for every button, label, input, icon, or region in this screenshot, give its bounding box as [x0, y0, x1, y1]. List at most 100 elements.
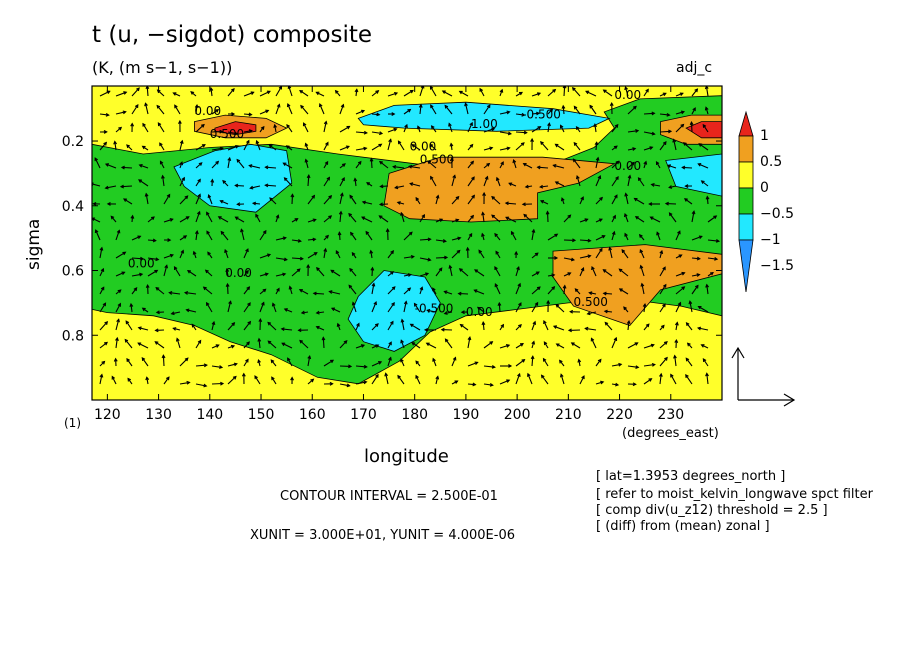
- vector-arrow: [415, 196, 421, 205]
- colorbar-swatch: [738, 213, 754, 241]
- vector-arrow: [168, 290, 181, 295]
- vector-arrow: [351, 301, 357, 313]
- vector-arrow: [323, 381, 334, 386]
- vector-arrow: [649, 216, 661, 223]
- vector-arrow: [307, 252, 318, 259]
- vector-arrow: [426, 308, 437, 313]
- vector-arrow: [113, 357, 118, 367]
- vector-arrow: [195, 210, 201, 223]
- contour-region-3: [347, 270, 441, 352]
- vector-arrow: [458, 90, 469, 97]
- vector-arrow: [523, 213, 533, 223]
- vector-arrow: [160, 174, 165, 187]
- vector-arrow: [483, 175, 489, 187]
- vector-arrow: [355, 322, 360, 331]
- colorbar-label: 0: [760, 180, 769, 196]
- vector-arrow: [137, 326, 149, 331]
- vector-arrow: [595, 380, 605, 385]
- vector-arrow: [451, 236, 462, 241]
- vector-arrow: [524, 184, 533, 189]
- vector-arrow: [449, 157, 454, 169]
- vector-arrow: [531, 252, 539, 259]
- vector-arrow: [92, 202, 101, 206]
- vector-arrow: [419, 86, 425, 97]
- vector-arrow: [540, 141, 549, 151]
- note-filter: [ refer to moist_kelvin_longwave spct fi…: [596, 487, 873, 502]
- vector-arrow: [378, 215, 389, 223]
- vector-arrow: [530, 137, 534, 151]
- vector-arrow: [432, 287, 437, 295]
- vector-arrow: [387, 271, 395, 277]
- vector-arrow: [444, 104, 453, 115]
- vector-arrow: [707, 256, 719, 261]
- vector-arrow: [435, 267, 443, 277]
- vector-arrow: [219, 199, 229, 205]
- vector-arrow: [243, 248, 249, 259]
- vector-arrow: [106, 202, 117, 206]
- vector-arrow: [271, 302, 277, 313]
- vector-arrow: [457, 291, 469, 296]
- vector-arrow: [642, 302, 647, 313]
- vector-arrow: [115, 336, 119, 349]
- vector-arrow: [179, 235, 188, 241]
- vector-arrow: [131, 287, 138, 295]
- vector-arrow: [467, 232, 473, 241]
- vector-arrow: [227, 322, 236, 331]
- vector-arrow: [130, 214, 135, 223]
- vector-arrow: [575, 174, 581, 187]
- vector-arrow: [291, 268, 301, 277]
- vector-arrow: [99, 112, 110, 117]
- x-axis: 120 130 140 150 160 170 180 190 200 210 220 230: [94, 86, 684, 423]
- contour-interval: CONTOUR INTERVAL = 2.500E-01: [280, 489, 498, 504]
- vector-arrow: [202, 286, 213, 295]
- vector-arrow: [275, 272, 287, 277]
- vector-arrow: [573, 105, 581, 115]
- vector-arrow: [618, 288, 629, 295]
- colorbar-label: 1: [760, 128, 769, 144]
- vector-arrow: [482, 191, 486, 205]
- vector-arrow: [595, 174, 602, 187]
- vector-units: XUNIT = 3.000E+01, YUNIT = 4.000E-06: [250, 528, 515, 543]
- vector-arrow: [419, 257, 432, 262]
- vector-arrow: [675, 301, 682, 313]
- vector-arrow: [243, 302, 251, 313]
- vector-arrow: [387, 250, 395, 259]
- vector-arrow: [515, 265, 520, 277]
- vector-arrow: [334, 89, 341, 97]
- vector-arrow: [307, 354, 312, 367]
- vector-arrow: [183, 290, 197, 295]
- vector-arrow: [211, 146, 224, 151]
- vector-arrow: [499, 131, 513, 136]
- vector-arrow: [577, 358, 582, 367]
- vector-arrow: [371, 344, 380, 349]
- vector-arrow: [264, 165, 277, 170]
- vector-arrow: [185, 308, 197, 313]
- vector-arrow: [589, 104, 597, 115]
- vector-arrow: [563, 257, 576, 262]
- vector-arrow: [451, 218, 460, 223]
- vector-arrow: [467, 160, 475, 169]
- vector-arrow: [685, 357, 693, 367]
- vector-arrow: [639, 248, 645, 259]
- vector-arrow: [257, 337, 262, 349]
- vector-arrow: [282, 162, 293, 169]
- vector-arrow: [285, 145, 293, 151]
- vector-arrow: [125, 320, 133, 331]
- vector-arrow: [403, 273, 412, 277]
- vector-arrow: [142, 122, 149, 133]
- vector-arrow: [369, 157, 374, 169]
- vector-arrow: [275, 103, 281, 115]
- vector-arrow: [705, 283, 710, 295]
- vector-arrow: [385, 228, 390, 241]
- vector-arrow: [624, 86, 629, 97]
- vector-arrow: [323, 176, 331, 187]
- vector-arrow: [307, 218, 317, 223]
- chart-title: t (u, −sigdot) composite: [92, 22, 373, 48]
- vector-arrow: [207, 251, 213, 259]
- vector-arrow: [659, 112, 671, 117]
- vector-arrow: [141, 307, 149, 313]
- contour-label: 0.500: [574, 295, 608, 309]
- vector-arrow: [388, 112, 396, 116]
- vector-arrow: [179, 195, 189, 205]
- vector-arrow: [495, 250, 501, 259]
